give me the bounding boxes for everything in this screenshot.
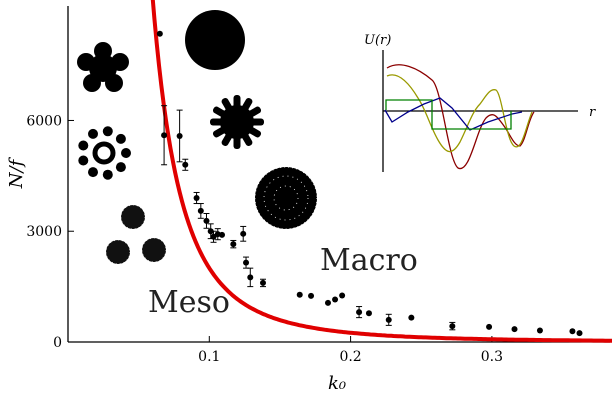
y-tick-label: 6000 [26, 113, 62, 129]
y-tick-label: 3000 [26, 224, 62, 240]
data-point [511, 326, 518, 333]
small-clusters-icon [105, 204, 167, 265]
inset-curve-green [385, 99, 512, 130]
region-label-meso: Meso [148, 285, 230, 320]
inset-y-label: U(r) [364, 33, 391, 48]
data-point [365, 310, 372, 317]
inset-curve-dark-red [386, 64, 535, 169]
y-tick-label: 0 [53, 335, 62, 351]
data-point [203, 217, 210, 224]
ticks: 0.1 0.2 0.3 0 3000 6000 [26, 113, 503, 365]
data-point [182, 161, 189, 168]
data-point [193, 195, 200, 201]
x-tick-label: 0.2 [339, 349, 361, 365]
data-point [161, 132, 168, 139]
data-points [156, 30, 583, 337]
data-point [576, 330, 583, 337]
ring-of-spots-icon [78, 126, 131, 180]
data-point [385, 316, 392, 323]
x-tick-label: 0.1 [198, 349, 220, 365]
data-point [339, 292, 346, 299]
gear-icon [210, 95, 264, 149]
data-point [230, 241, 237, 248]
data-point [296, 291, 303, 298]
data-point [356, 309, 363, 316]
data-point [247, 274, 254, 281]
inset-curve-navy [384, 97, 523, 131]
data-point [324, 299, 331, 306]
data-point [569, 328, 576, 335]
data-point [332, 296, 339, 303]
textured-disc-icon [254, 166, 318, 230]
y-axis-label: N/f [6, 156, 27, 189]
morphology-icons [77, 10, 318, 265]
data-point [176, 132, 183, 139]
data-point [259, 279, 266, 286]
axes [67, 6, 610, 343]
data-point [240, 230, 247, 237]
data-point [197, 207, 204, 214]
data-point [536, 327, 543, 334]
data-point [449, 323, 456, 330]
inset-potential-plot: U(r) r [364, 33, 596, 172]
inset-x-label: r [589, 105, 596, 120]
inset-curve-olive [386, 74, 533, 153]
data-point [486, 323, 493, 330]
data-point [219, 231, 226, 238]
data-point [243, 259, 250, 266]
large-disc-icon [185, 10, 245, 70]
data-point [408, 314, 415, 321]
flower-cluster-icon [77, 42, 129, 92]
fit-curve [150, 0, 612, 343]
x-axis-label: k₀ [328, 373, 346, 394]
x-tick-label: 0.3 [481, 349, 503, 365]
data-point [308, 292, 315, 299]
data-point [156, 30, 163, 37]
region-label-macro: Macro [320, 243, 418, 278]
